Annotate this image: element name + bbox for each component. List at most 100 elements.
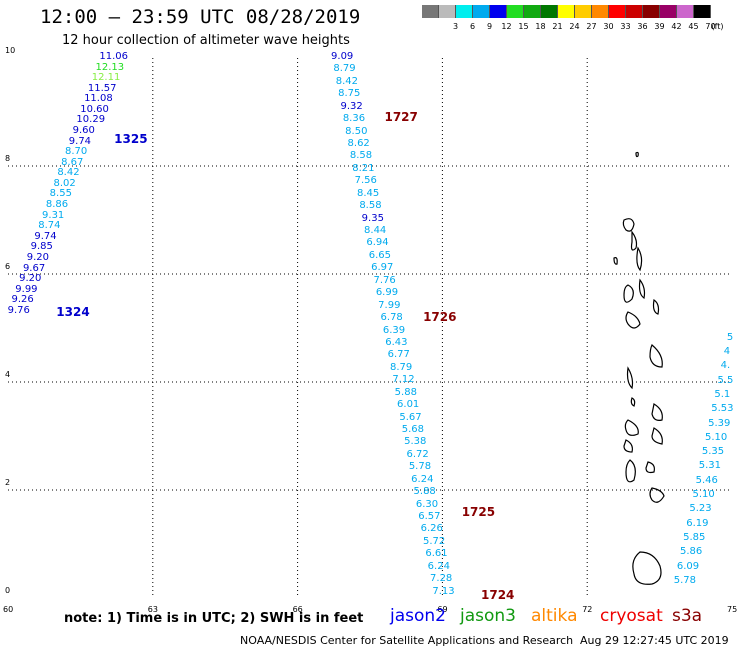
wave-height-value: 5.31 [698,460,721,472]
wave-height-value: 9.31 [42,209,65,221]
wave-height-value: 6.19 [686,517,709,529]
wave-height-value: 9.26 [11,294,34,306]
wave-height-value: 8.36 [342,113,366,125]
island-outline [645,461,655,474]
pass-time-label: 1325 [114,132,148,146]
colorbar-label: 3 [452,22,459,31]
colorbar-label: 9 [486,22,493,31]
wave-height-value: 8.75 [338,88,361,100]
wave-height-value: 6.94 [366,237,389,249]
lat-tick-label: 6 [5,262,11,271]
wave-height-value: 5.53 [711,403,734,415]
lat-tick-label: 2 [5,478,11,487]
wave-height-value: 5.10 [704,431,728,443]
wave-height-value: 8.58 [349,150,373,162]
page-title: 12:00 – 23:59 UTC 08/28/2019 [40,6,361,28]
wave-height-value: 6.77 [387,349,410,361]
island-outline [625,459,636,483]
wave-height-value: 5.88 [394,386,417,398]
colorbar-swatch [592,5,609,18]
pass-time-label: 1724 [481,588,515,603]
wave-height-value: 6.01 [397,399,420,411]
wave-height-value: 9.74 [68,135,92,147]
satellite-legend-item: jason3 [460,606,516,626]
lon-tick-label: 75 [727,605,738,614]
island-outline [649,344,663,368]
wave-height-value: 6.78 [380,312,403,324]
wave-height-value: 6.72 [406,448,429,460]
pass-time-label: 1725 [461,504,496,519]
colorbar-swatch [439,5,456,18]
colorbar-swatch [490,5,507,18]
wave-height-value: 5.46 [695,474,718,486]
wave-height-value: 8.21 [352,162,375,174]
wave-height-value: 5.67 [399,411,422,423]
wave-height-value: 5 [726,331,734,343]
wave-height-value: 8.42 [335,75,359,87]
colorbar-label: 30 [603,22,614,31]
colorbar-swatch [609,5,626,18]
footer-note: note: 1) Time is in UTC; 2) SWH is in fe… [64,611,364,626]
satellite-legend-item: jason2 [390,606,446,626]
wave-height-value: 9.09 [331,51,354,62]
wave-height-value: 8.58 [359,200,382,212]
wave-height-value: 9.74 [34,230,57,242]
wave-height-value: 8.50 [345,125,368,137]
wave-height-value: 6.09 [676,560,700,572]
wave-height-value: 7.56 [354,175,377,187]
wave-height-value: 9.85 [30,241,53,253]
wave-height-value: 11.08 [84,93,113,105]
wave-height-value: 8.44 [364,225,387,237]
wave-height-value: 8.74 [38,220,61,232]
island-outline [613,257,618,265]
colorbar-label: 21 [552,22,563,31]
colorbar-swatch [524,5,541,18]
wave-height-value: 8.42 [57,167,80,179]
colorbar-label: 6 [469,22,476,31]
wave-height-value: 12.13 [95,61,125,73]
island-outline [626,366,634,390]
colorbar-swatch [473,5,490,18]
wave-height-value: 6.30 [415,498,439,510]
wave-height-value: 6.57 [418,511,441,522]
colorbar-swatch [694,5,711,18]
wave-height-value: 6.99 [375,287,399,299]
colorbar-swatch [660,5,677,18]
colorbar-swatch [643,5,660,18]
wave-height-value: 9.99 [15,283,38,295]
satellite-legend-item: s3a [672,606,703,626]
island-outline [623,439,633,453]
satellite-legend-item: altika [531,606,578,626]
island-outline [622,218,635,232]
wave-height-value: 8.55 [49,188,72,200]
wave-height-value: 6.43 [385,336,408,348]
generated-timestamp: Aug 29 12:27:45 UTC 2019 [580,634,729,647]
lat-tick-label: 0 [5,586,11,595]
pass-time-label: 1727 [384,110,418,125]
colorbar-label: 36 [637,22,648,31]
wave-height-value: 5.85 [683,531,706,543]
colorbar-label: 70 [705,22,716,31]
wave-height-value: 8.62 [347,138,370,150]
wave-height-value: 8.86 [45,199,69,211]
wave-height-value: 8.67 [61,156,84,168]
wave-height-value: 6.24 [411,473,434,485]
colorbar-label: 24 [569,22,580,31]
credit-text: NOAA/NESDIS Center for Satellite Applica… [240,634,574,647]
colorbar-swatch [422,5,439,18]
wave-height-value: 5.78 [408,461,432,473]
island-outline [651,427,663,445]
pass-time-label: 1324 [56,304,90,319]
wave-height-value: 6.97 [371,262,394,274]
wave-height-value: 5.78 [673,574,696,586]
colorbar-swatch [626,5,643,18]
wave-height-value: 6.61 [425,548,448,560]
wave-height-value: 7.13 [432,585,455,597]
wave-height-value: 11.57 [87,82,117,94]
wave-height-value: 7.99 [378,299,401,311]
lon-tick-label: 63 [147,605,158,614]
wave-height-value: 5.39 [708,417,731,429]
wave-height-value: 8.79 [389,361,413,373]
wave-height-value: 5.38 [404,436,427,448]
